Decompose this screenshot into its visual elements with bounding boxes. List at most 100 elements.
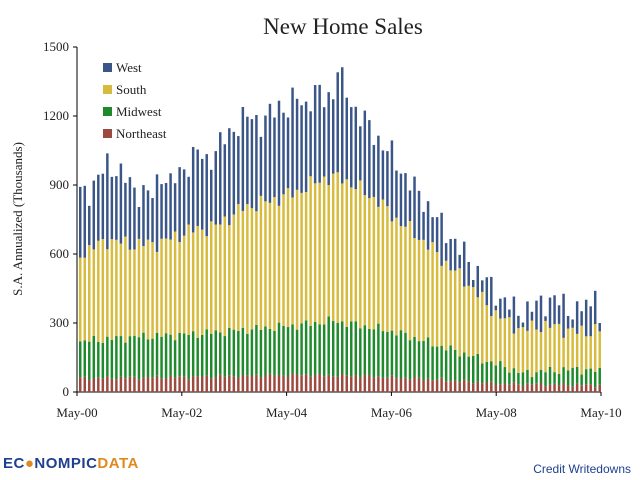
bar-south — [219, 224, 222, 333]
bar-south — [399, 226, 403, 331]
bar-south — [354, 189, 358, 322]
bar-midwest — [110, 340, 114, 379]
bar-northeast — [390, 375, 394, 392]
bar-west — [155, 174, 159, 252]
bar-northeast — [196, 376, 199, 392]
bar-south — [341, 183, 344, 322]
bar-south — [521, 327, 525, 373]
bar-south — [304, 191, 308, 321]
logo-text-2: NOMPIC — [34, 455, 98, 472]
bar-west — [359, 126, 362, 181]
bar-south — [404, 226, 407, 333]
bar-midwest — [313, 321, 317, 375]
bar-west — [309, 111, 312, 177]
bar-northeast — [259, 377, 263, 392]
bar-midwest — [128, 336, 132, 377]
bar-west — [119, 163, 123, 244]
bar-northeast — [273, 375, 276, 392]
bar-northeast — [304, 374, 308, 392]
bar-west — [264, 115, 267, 202]
bar-northeast — [182, 376, 186, 392]
bar-south — [115, 239, 118, 337]
bar-midwest — [133, 335, 136, 377]
bar-midwest — [435, 346, 439, 380]
bar-south — [255, 211, 258, 325]
bar-northeast — [381, 377, 385, 392]
bar-northeast — [264, 375, 267, 392]
bar-south — [593, 324, 597, 372]
bar-midwest — [350, 321, 353, 377]
bar-west — [417, 190, 421, 240]
bar-midwest — [169, 334, 172, 376]
bar-northeast — [512, 382, 516, 392]
bar-south — [83, 257, 86, 341]
bar-midwest — [503, 367, 507, 384]
bar-midwest — [467, 356, 470, 382]
bar-midwest — [499, 361, 502, 385]
bar-south — [178, 242, 181, 333]
bar-west — [444, 243, 448, 261]
bar-west — [228, 128, 231, 226]
bar-northeast — [345, 375, 348, 392]
bar-midwest — [368, 328, 371, 375]
bar-south — [101, 239, 105, 343]
bar-midwest — [377, 323, 380, 377]
bar-northeast — [476, 381, 479, 392]
bar-west — [137, 207, 141, 239]
bar-midwest — [210, 333, 213, 379]
bar-west — [345, 97, 348, 180]
bar-northeast — [92, 378, 96, 392]
bar-northeast — [133, 376, 136, 392]
bar-northeast — [200, 376, 204, 392]
bar-midwest — [264, 326, 267, 376]
bar-south — [562, 337, 565, 368]
bar-northeast — [83, 376, 86, 392]
bar-midwest — [598, 367, 601, 385]
bar-west — [372, 144, 376, 197]
bar-northeast — [282, 375, 285, 392]
bar-south — [557, 323, 561, 374]
logo-text-1: EC — [3, 455, 25, 472]
bar-northeast — [137, 379, 141, 392]
bar-south — [598, 331, 601, 368]
bar-northeast — [350, 376, 353, 392]
bar-west — [593, 290, 597, 325]
bar-south — [453, 270, 457, 350]
bar-south — [79, 257, 82, 342]
bar-midwest — [359, 328, 362, 378]
bar-northeast — [359, 377, 362, 392]
bar-south — [431, 242, 434, 347]
bar-west — [440, 212, 443, 266]
bar-northeast — [422, 380, 425, 392]
y-axis-label: S.A. Annualized (Thousands) — [10, 142, 25, 296]
bar-midwest — [295, 329, 299, 375]
bar-northeast — [530, 384, 534, 392]
bar-west — [160, 184, 163, 239]
bar-northeast — [191, 376, 195, 392]
bar-northeast — [146, 377, 150, 392]
bar-west — [566, 315, 570, 329]
bar-northeast — [255, 374, 258, 392]
legend-swatch-south — [103, 85, 112, 94]
bar-west — [191, 146, 195, 233]
bar-northeast — [268, 373, 272, 392]
bar-northeast — [341, 373, 344, 392]
bar-midwest — [584, 369, 588, 385]
bar-west — [422, 211, 425, 240]
bar-midwest — [386, 332, 389, 378]
bar-south — [313, 183, 317, 322]
bar-south — [350, 187, 353, 322]
bar-west — [92, 180, 96, 250]
bar-west — [426, 201, 430, 250]
bar-south — [228, 225, 231, 328]
bar-northeast — [508, 384, 511, 392]
bar-midwest — [399, 330, 403, 379]
bar-south — [566, 328, 570, 371]
bar-west — [553, 295, 556, 325]
bar-south — [417, 239, 421, 342]
bar-south — [345, 179, 348, 327]
bar-northeast — [503, 383, 507, 392]
bar-west — [318, 84, 321, 183]
bar-midwest — [548, 366, 552, 385]
bar-south — [426, 249, 430, 338]
